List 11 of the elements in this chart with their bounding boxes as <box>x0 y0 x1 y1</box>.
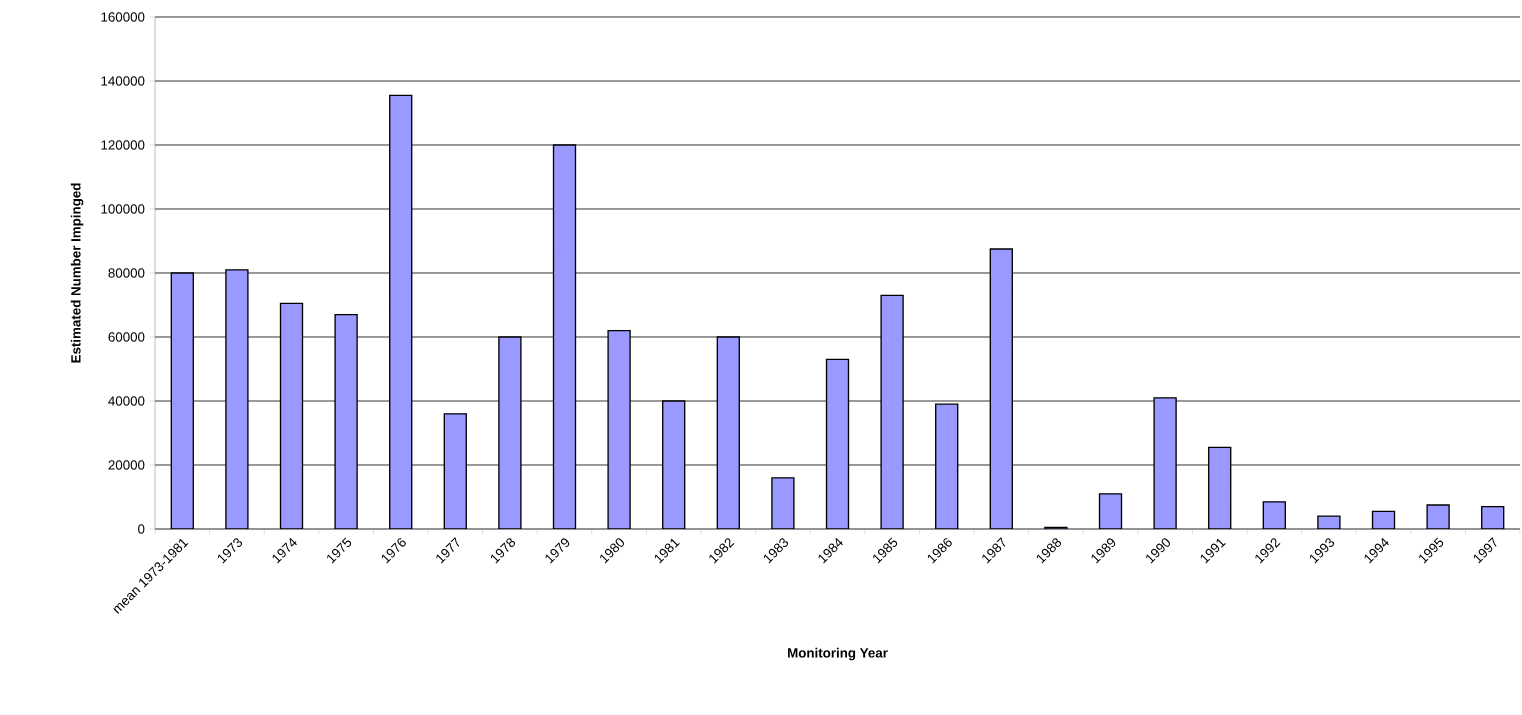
y-tick-label: 80000 <box>108 268 145 278</box>
x-axis-title: Monitoring Year <box>788 647 888 661</box>
y-tick-label: 140000 <box>101 76 145 86</box>
y-tick-label: 160000 <box>101 12 145 22</box>
y-tick-label: 120000 <box>101 140 145 150</box>
y-axis-title: Estimated Number Impinged <box>70 183 84 363</box>
y-tick-label: 0 <box>138 524 145 534</box>
y-tick-label: 20000 <box>108 460 145 470</box>
y-tick-label: 100000 <box>101 204 145 214</box>
y-tick-label: 40000 <box>108 396 145 406</box>
y-tick-label: 60000 <box>108 332 145 342</box>
